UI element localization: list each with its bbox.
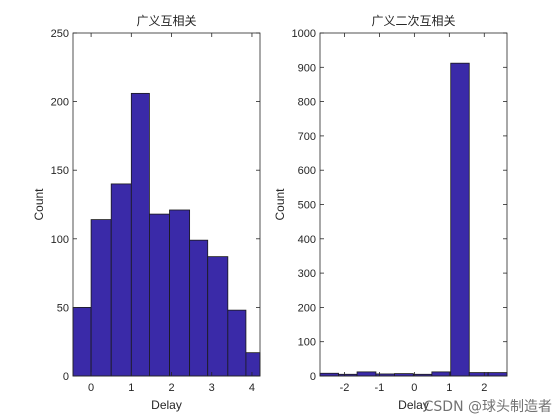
y-tick-label: 800	[298, 97, 316, 109]
histogram-bar	[189, 239, 209, 377]
histogram-bar	[207, 256, 229, 377]
x-tick-label: 4	[249, 382, 255, 394]
y-tick-label: 300	[298, 268, 316, 280]
y-axis-label: Count	[32, 188, 46, 221]
x-tick-label: 1	[128, 382, 134, 394]
x-tick-label: 2	[168, 382, 174, 394]
y-tick-label: 150	[51, 165, 69, 177]
y-tick-label: 100	[298, 337, 316, 349]
histogram-bar	[431, 371, 452, 377]
x-tick-label: 2	[481, 382, 487, 394]
histogram-bar	[169, 209, 191, 377]
x-tick-label: -1	[375, 382, 385, 394]
x-tick-label: 0	[88, 382, 94, 394]
y-tick-label: 0	[310, 371, 316, 383]
histogram-bar	[245, 352, 261, 377]
histogram-bar	[110, 183, 132, 377]
y-tick-label: 0	[63, 371, 69, 383]
y-tick-label: 400	[298, 234, 316, 246]
x-tick-label: -2	[340, 382, 350, 394]
x-axis-label: Delay	[151, 398, 182, 412]
axes-box	[72, 32, 261, 377]
histogram-bar	[319, 372, 339, 377]
histogram-bar	[450, 62, 470, 377]
left-histogram-chart: 0 1 2 3 4 0 50 100 150 200 250 广义互相关 Delay Count	[32, 14, 261, 412]
y-tick-label: 700	[298, 131, 316, 143]
histogram-bar	[487, 372, 508, 377]
y-tick-label: 100	[51, 234, 69, 246]
y-tick-label: 50	[57, 302, 69, 314]
x-axis-label: Delay	[398, 398, 429, 412]
histogram-bar	[90, 219, 112, 377]
chart-title: 广义互相关	[136, 14, 196, 28]
right-histogram-chart: -2 -1 0 1 2 0 100 200 300 400 500 600 700 800 900 1000 广…	[273, 14, 508, 412]
y-tick-label: 500	[298, 200, 316, 212]
plot-area	[320, 33, 507, 376]
y-tick-label: 200	[298, 302, 316, 314]
y-tick-label: 900	[298, 62, 316, 74]
watermark: CSDN @球头制造者	[423, 399, 552, 415]
y-axis-label: Count	[273, 188, 287, 221]
chart-title: 广义二次互相关	[371, 14, 455, 28]
y-tick-label: 600	[298, 165, 316, 177]
x-tick-label: 3	[209, 382, 215, 394]
histogram-bar	[72, 306, 92, 377]
x-tick-label: 1	[446, 382, 452, 394]
histogram-bar	[356, 371, 377, 377]
histogram-bar	[130, 92, 150, 377]
histogram-bar	[468, 372, 489, 377]
x-tick-label: 0	[411, 382, 417, 394]
histogram-bar	[227, 309, 247, 377]
y-tick-label: 1000	[292, 28, 316, 40]
histogram-bar	[149, 213, 170, 377]
y-tick-label: 250	[51, 28, 69, 40]
y-tick-label: 200	[51, 97, 69, 109]
